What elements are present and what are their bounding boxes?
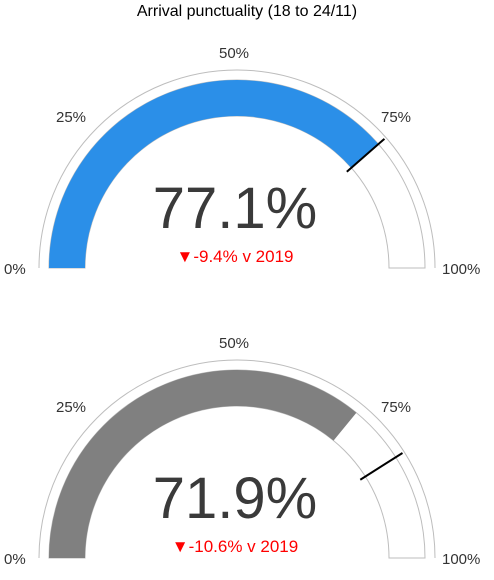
tick-label-25: 25%: [56, 399, 87, 416]
gauge-delta-label: ▼-10.6% v 2019: [171, 537, 299, 556]
gauge-target-marker: [359, 452, 404, 481]
tick-label-50: 50%: [219, 45, 250, 62]
tick-label-75: 75%: [381, 399, 412, 416]
gauge-value-fill: [49, 370, 357, 558]
tick-label-0: 0%: [4, 551, 26, 568]
gauge-svg: [38, 69, 436, 269]
gauge-secondary: 0% 25% 50% 75% 100% 71.9% ▼-10.6% v 2019: [0, 290, 494, 580]
tick-label-50: 50%: [219, 335, 250, 352]
gauge-arrival-punctuality: 0% 25% 50% 75% 100% 77.1% ▼-9.4% v 2019: [4, 45, 481, 278]
gauge-outer-arc: [38, 69, 436, 269]
tick-label-25: 25%: [56, 109, 87, 126]
tick-label-100: 100%: [442, 261, 481, 278]
gauge-outer-arc: [38, 359, 436, 559]
gauge-value-label: 77.1%: [152, 176, 318, 241]
tick-label-0: 0%: [4, 261, 26, 278]
gauge-delta-label: ▼-9.4% v 2019: [176, 247, 294, 266]
tick-label-75: 75%: [381, 109, 412, 126]
gauge-value-fill: [49, 80, 379, 269]
chart-title: Arrival punctuality (18 to 24/11): [136, 3, 358, 20]
gauge-value-label: 71.9%: [152, 466, 318, 531]
gauge-svg: [38, 359, 436, 559]
gauge-target-marker: [346, 138, 386, 173]
tick-label-100: 100%: [442, 551, 481, 568]
